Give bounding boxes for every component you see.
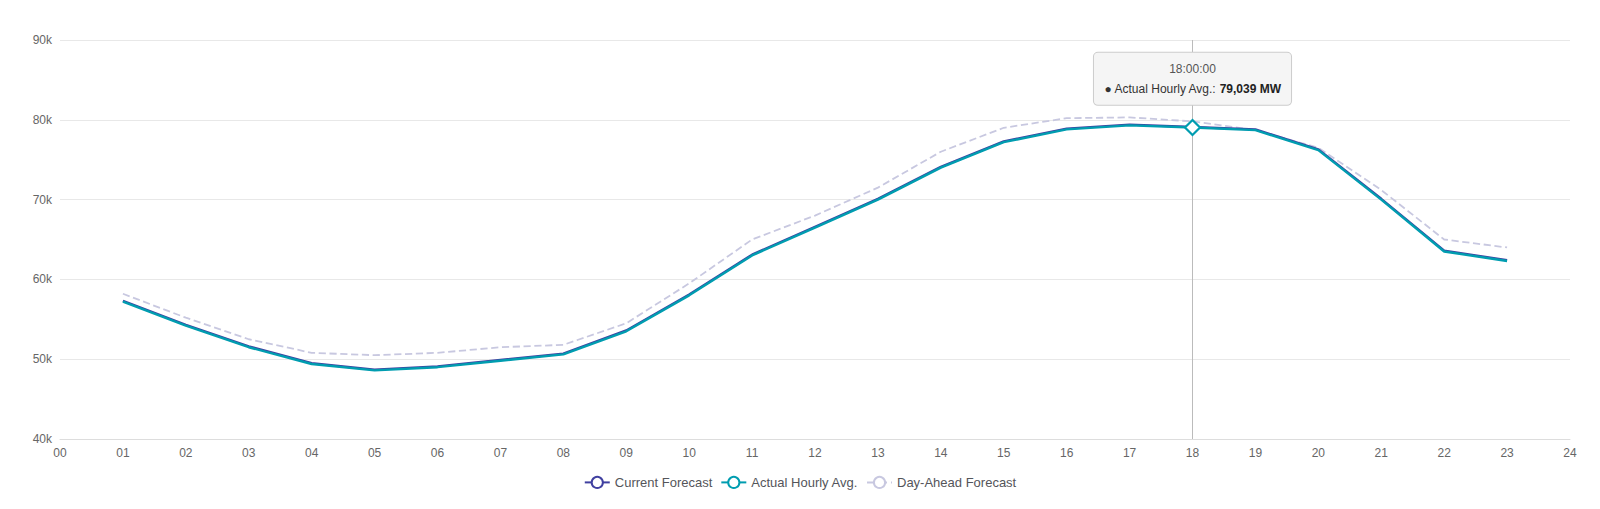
svg-text:03: 03 [242,446,256,460]
svg-text:14: 14 [934,446,948,460]
svg-text:01: 01 [116,446,130,460]
svg-text:11: 11 [746,446,759,460]
svg-text:10: 10 [682,446,696,460]
svg-text:15: 15 [997,446,1011,460]
svg-text:02: 02 [179,446,193,460]
svg-text:40k: 40k [33,432,53,446]
svg-text:13: 13 [871,446,885,460]
svg-text:16: 16 [1060,446,1074,460]
svg-text:70k: 70k [33,193,53,207]
svg-text:00: 00 [53,446,67,460]
svg-text:04: 04 [305,446,319,460]
svg-text:18:00:00: 18:00:00 [1169,62,1216,76]
svg-text:Actual Hourly Avg.: Actual Hourly Avg. [751,475,857,490]
svg-text:20: 20 [1312,446,1326,460]
svg-text:09: 09 [620,446,634,460]
svg-text:Current Forecast: Current Forecast [615,475,713,490]
svg-text:80k: 80k [33,113,53,127]
svg-text:● Actual Hourly Avg.:: ● Actual Hourly Avg.: [1105,82,1216,96]
svg-text:17: 17 [1123,446,1137,460]
svg-text:12: 12 [808,446,822,460]
svg-text:21: 21 [1375,446,1389,460]
svg-text:60k: 60k [33,272,53,286]
svg-text:23: 23 [1500,446,1514,460]
svg-text:50k: 50k [33,352,53,366]
svg-text:24: 24 [1563,446,1577,460]
svg-text:22: 22 [1437,446,1451,460]
svg-text:Day-Ahead Forecast: Day-Ahead Forecast [897,475,1017,490]
svg-text:06: 06 [431,446,445,460]
svg-text:05: 05 [368,446,382,460]
svg-text:90k: 90k [33,33,53,47]
svg-text:08: 08 [557,446,571,460]
svg-text:07: 07 [494,446,508,460]
svg-text:79,039 MW: 79,039 MW [1220,82,1282,96]
svg-text:19: 19 [1249,446,1263,460]
svg-text:18: 18 [1186,446,1200,460]
